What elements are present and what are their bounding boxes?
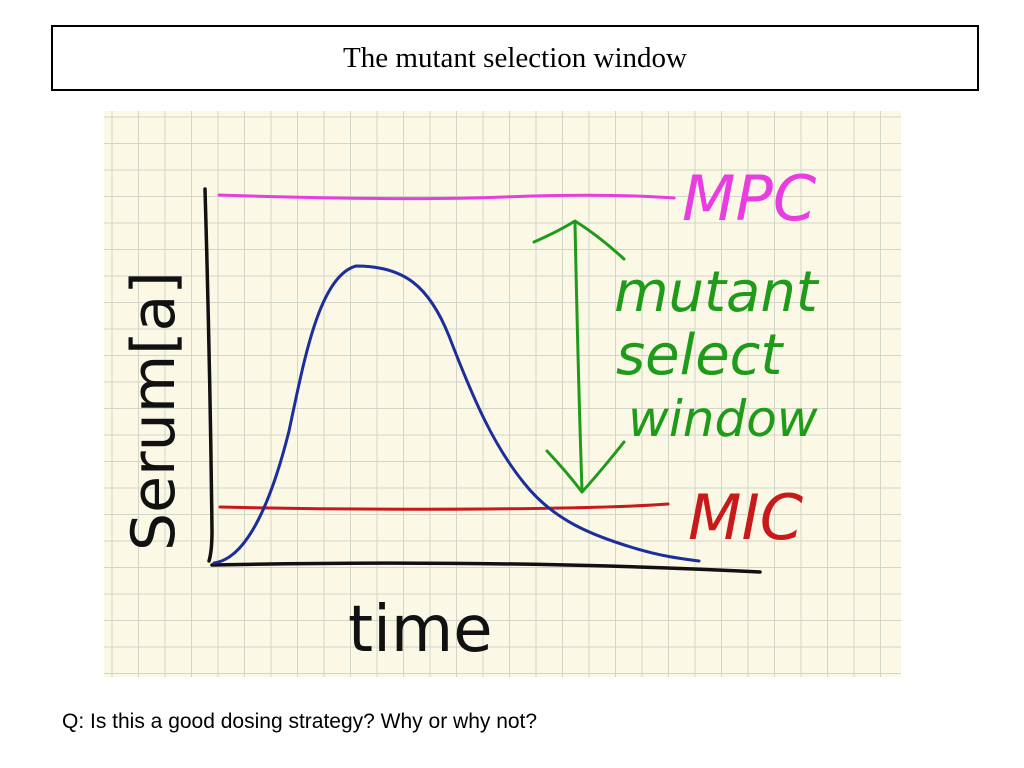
- y-axis: [203, 187, 214, 563]
- window-label-line-1: mutant: [614, 260, 820, 325]
- mic-line: [218, 502, 670, 511]
- paper-background: [104, 111, 901, 677]
- mic-label: MIC: [688, 481, 804, 554]
- double-arrow: [532, 219, 626, 494]
- x-axis-label: time: [348, 593, 493, 667]
- sketch-diagram: MPC MIC mutant select window time Serum[…: [104, 111, 901, 677]
- y-axis-label: Serum[a]: [119, 271, 189, 551]
- question-text: Q: Is this a good dosing strategy? Why o…: [62, 710, 538, 733]
- window-label-line-2: select: [616, 323, 784, 388]
- title-box: The mutant selection window: [51, 25, 979, 91]
- mpc-label: MPC: [682, 162, 817, 235]
- mpc-line: [217, 193, 676, 201]
- grid-lines: [104, 111, 901, 677]
- x-axis: [210, 561, 762, 574]
- slide-title: The mutant selection window: [343, 41, 687, 74]
- concentration-curve: [212, 264, 701, 565]
- window-label-line-3: window: [628, 390, 818, 448]
